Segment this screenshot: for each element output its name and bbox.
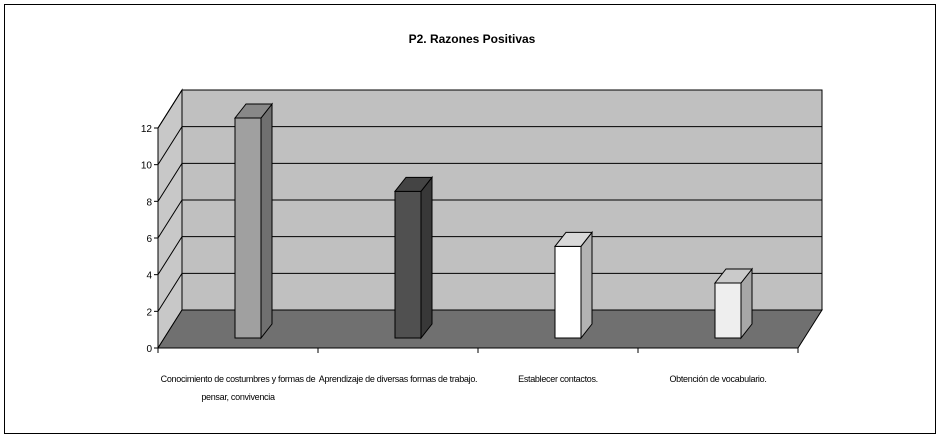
bar-side xyxy=(420,175,433,340)
x-category-label: Establecer contactos. xyxy=(518,374,598,384)
y-tick-label: 4 xyxy=(146,271,152,282)
bar xyxy=(554,245,582,339)
y-tick-label: 12 xyxy=(141,124,153,135)
gridline xyxy=(157,162,822,202)
y-tick-label: 8 xyxy=(146,197,152,208)
bar-top xyxy=(233,103,274,119)
gridline xyxy=(157,272,822,312)
gridline xyxy=(157,126,822,165)
y-tick-label: 0 xyxy=(146,344,152,355)
bar-side xyxy=(580,230,593,340)
gridline xyxy=(157,236,822,275)
bar xyxy=(234,117,262,339)
y-tick-label: 2 xyxy=(146,307,152,318)
bar-top xyxy=(713,268,754,284)
bar-top xyxy=(553,231,594,247)
x-category-label: Conocimiento de costumbres y formas de xyxy=(161,374,316,384)
gridline xyxy=(157,89,822,129)
x-category-label: Aprendizaje de diversas formas de trabaj… xyxy=(319,374,478,384)
bar xyxy=(394,190,422,339)
x-category-label: pensar, convivencia xyxy=(201,392,275,402)
bar xyxy=(714,282,742,339)
bar-top xyxy=(393,176,434,192)
gridline xyxy=(157,199,822,239)
x-category-label: Obtención de vocabulario. xyxy=(669,374,766,384)
chart-title: P2. Razones Positivas xyxy=(409,32,536,46)
plot-area: 0 2 4 6 8 10 12 Conocimiento de costumbres y fo… xyxy=(141,88,823,402)
y-tick-label: 10 xyxy=(141,161,153,172)
y-tick-label: 6 xyxy=(146,234,152,245)
bar-side xyxy=(260,102,273,340)
